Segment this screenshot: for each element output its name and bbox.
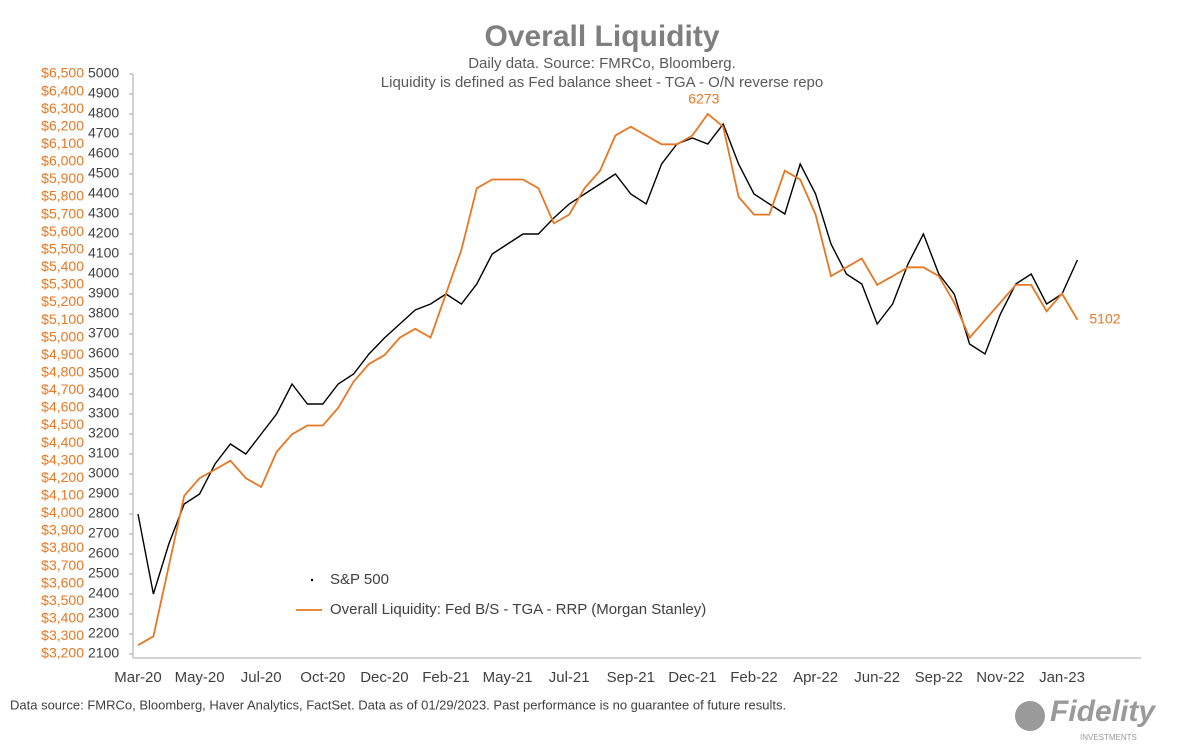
x-tick-label: Feb-21 — [422, 669, 470, 686]
y-tick-label: 3000 — [88, 465, 119, 481]
y-tick-label: 4700 — [88, 125, 119, 141]
legend-label: S&P 500 — [330, 571, 389, 588]
x-tick-label: Sep-21 — [607, 669, 655, 686]
x-tick-label: Jan-23 — [1039, 669, 1085, 686]
y-tick-label: 4400 — [88, 185, 119, 201]
y2-tick-label: $3,800 — [41, 539, 84, 555]
y-tick-label: 2200 — [88, 625, 119, 641]
x-tick-label: Feb-22 — [730, 669, 778, 686]
y2-tick-label: $4,200 — [41, 469, 84, 485]
y-tick-label: 4500 — [88, 165, 119, 181]
data-label: 6273 — [688, 91, 719, 107]
y2-tick-label: $5,600 — [41, 223, 84, 239]
y2-tick-label: $4,300 — [41, 451, 84, 467]
y2-tick-label: $4,800 — [41, 363, 84, 379]
y-tick-label: 3200 — [88, 425, 119, 441]
y2-tick-label: $5,900 — [41, 170, 84, 186]
x-tick-label: Dec-20 — [360, 669, 408, 686]
x-tick-label: May-20 — [175, 669, 225, 686]
y2-tick-label: $5,400 — [41, 258, 84, 274]
y-tick-label: 3700 — [88, 325, 119, 341]
y2-tick-label: $3,700 — [41, 557, 84, 573]
x-tick-label: Dec-21 — [668, 669, 716, 686]
x-tick-label: Sep-22 — [915, 669, 963, 686]
x-tick-label: May-21 — [483, 669, 533, 686]
x-tick-label: Mar-20 — [114, 669, 162, 686]
y2-tick-label: $6,100 — [41, 135, 84, 151]
x-tick-label: Apr-22 — [793, 669, 838, 686]
y2-tick-label: $5,500 — [41, 240, 84, 256]
y2-tick-label: $4,500 — [41, 416, 84, 432]
y2-tick-label: $3,300 — [41, 627, 84, 643]
y-tick-label: 2700 — [88, 525, 119, 541]
logo-mark — [1015, 701, 1045, 731]
x-tick-label: Oct-20 — [300, 669, 345, 686]
subtitle: Liquidity is defined as Fed balance shee… — [381, 74, 823, 91]
y2-tick-label: $5,700 — [41, 205, 84, 221]
legend-label: Overall Liquidity: Fed B/S - TGA - RRP (… — [330, 601, 706, 618]
y-tick-label: 4200 — [88, 225, 119, 241]
logo-tagline: INVESTMENTS — [1080, 733, 1137, 742]
y2-tick-label: $3,400 — [41, 610, 84, 626]
y2-tick-label: $6,000 — [41, 153, 84, 169]
y2-tick-label: $5,200 — [41, 293, 84, 309]
y2-tick-label: $6,500 — [41, 65, 84, 81]
y-tick-label: 2300 — [88, 605, 119, 621]
x-tick-label: Jul-21 — [549, 669, 590, 686]
x-tick-label: Jun-22 — [854, 669, 900, 686]
y2-tick-label: $3,900 — [41, 522, 84, 538]
y-tick-label: 3300 — [88, 405, 119, 421]
y-tick-label: 3400 — [88, 385, 119, 401]
y2-tick-label: $3,600 — [41, 574, 84, 590]
y2-tick-label: $6,400 — [41, 82, 84, 98]
y-tick-label: 5000 — [88, 65, 119, 81]
y2-tick-label: $4,600 — [41, 399, 84, 415]
series-line — [137, 112, 1079, 646]
y-tick-label: 3600 — [88, 345, 119, 361]
y-tick-label: 2100 — [88, 645, 119, 661]
legend-swatch — [310, 578, 314, 582]
y2-tick-label: $5,300 — [41, 276, 84, 292]
y-tick-label: 3800 — [88, 305, 119, 321]
y2-tick-label: $6,300 — [41, 100, 84, 116]
subtitle: Daily data. Source: FMRCo, Bloomberg. — [468, 55, 736, 72]
x-tick-label: Nov-22 — [976, 669, 1024, 686]
x-tick-label: Jul-20 — [241, 669, 282, 686]
logo: Fidelity INVESTMENTS — [1015, 695, 1156, 742]
y2-tick-label: $4,400 — [41, 434, 84, 450]
y-tick-label: 3500 — [88, 365, 119, 381]
data-label: 5102 — [1089, 310, 1120, 326]
y-tick-label: 3100 — [88, 445, 119, 461]
y-tick-label: 2800 — [88, 505, 119, 521]
y-tick-label: 2600 — [88, 545, 119, 561]
y-tick-label: 2500 — [88, 565, 119, 581]
y-tick-label: 4100 — [88, 245, 119, 261]
y2-tick-label: $4,700 — [41, 381, 84, 397]
y-tick-label: 4300 — [88, 205, 119, 221]
y-tick-label: 4000 — [88, 265, 119, 281]
y-tick-label: 2400 — [88, 585, 119, 601]
y2-tick-label: $3,500 — [41, 592, 84, 608]
y2-tick-label: $5,100 — [41, 311, 84, 327]
y2-tick-label: $4,900 — [41, 346, 84, 362]
y2-tick-label: $6,200 — [41, 117, 84, 133]
y-tick-label: 2900 — [88, 485, 119, 501]
y-tick-label: 3900 — [88, 285, 119, 301]
y-tick-label: 4800 — [88, 105, 119, 121]
series-line — [137, 122, 1079, 595]
y2-tick-label: $5,000 — [41, 328, 84, 344]
chart-title: Overall Liquidity — [484, 20, 719, 53]
y-tick-label: 4600 — [88, 145, 119, 161]
y2-tick-label: $3,200 — [41, 645, 84, 661]
logo-name: Fidelity — [1050, 695, 1156, 728]
y2-tick-label: $4,000 — [41, 504, 84, 520]
footer: Data source: FMRCo, Bloomberg, Haver Ana… — [10, 697, 786, 712]
y2-tick-label: $4,100 — [41, 487, 84, 503]
y2-tick-label: $5,800 — [41, 188, 84, 204]
y-tick-label: 4900 — [88, 85, 119, 101]
